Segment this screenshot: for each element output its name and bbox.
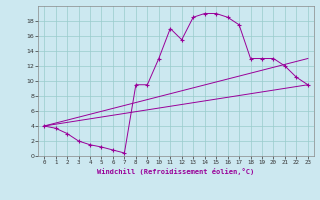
- X-axis label: Windchill (Refroidissement éolien,°C): Windchill (Refroidissement éolien,°C): [97, 168, 255, 175]
